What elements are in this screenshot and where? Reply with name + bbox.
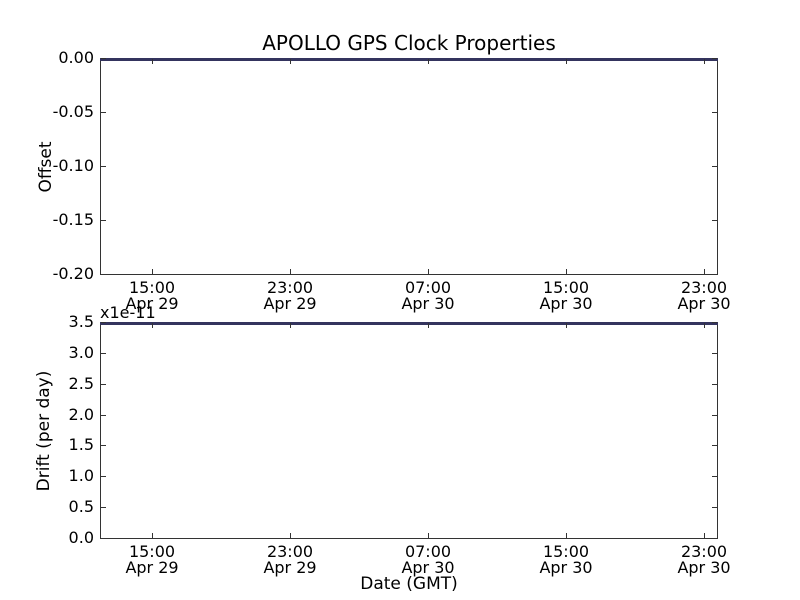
y-tick-mark [712,274,717,275]
y-tick-mark [101,274,106,275]
x-axis-label-date: Date (GMT) [360,574,458,594]
x-tick-mark [566,59,567,64]
y-tick-mark [712,166,717,167]
y-tick-mark [101,445,106,446]
x-tick-mark [290,59,291,64]
x-tick-date: Apr 29 [125,294,179,313]
x-tick-mark [566,533,567,538]
x-tick-date: Apr 29 [263,294,317,313]
y-tick-mark [101,166,106,167]
y-tick-mark [101,476,106,477]
x-tick-time: 15:00 [542,278,590,297]
x-tick-date: Apr 30 [677,558,731,577]
y-tick-label: -0.15 [52,210,94,229]
x-tick-label: 23:00 Apr 29 [235,544,345,576]
y-tick-mark [712,476,717,477]
y-tick-mark [101,507,106,508]
x-tick-date: Apr 29 [263,558,317,577]
x-tick-date: Apr 29 [125,558,179,577]
drift-plot-area [100,322,718,539]
x-tick-label: 23:00 Apr 30 [649,544,759,576]
drift-series-line [100,322,718,325]
y-tick-label: 2.0 [68,405,94,424]
y-tick-mark [712,415,717,416]
y-tick-mark [712,353,717,354]
y-tick-mark [101,415,106,416]
y-tick-mark [101,58,106,59]
x-tick-mark [290,269,291,274]
y-tick-mark [101,538,106,539]
y-tick-label: -0.20 [52,264,94,283]
x-tick-mark [566,269,567,274]
x-tick-date: Apr 30 [539,558,593,577]
x-tick-mark [290,323,291,328]
x-tick-label: 07:00 Apr 30 [373,544,483,576]
x-tick-mark [152,269,153,274]
x-tick-mark [152,323,153,328]
x-tick-date: Apr 30 [539,294,593,313]
y-tick-mark [712,58,717,59]
offset-series-line [100,58,718,61]
x-tick-label: 15:00 Apr 29 [97,280,207,312]
y-tick-mark [712,384,717,385]
y-axis-multiplier-text: x1e-11 [100,303,156,322]
x-tick-date: Apr 30 [401,294,455,313]
y-tick-label: 0.5 [68,497,94,516]
y-tick-mark [712,507,717,508]
y-tick-label: 1.0 [68,466,94,485]
y-tick-label: -0.10 [52,156,94,175]
x-tick-mark [428,59,429,64]
y-tick-mark [712,538,717,539]
x-tick-mark [152,533,153,538]
x-tick-mark [566,323,567,328]
x-tick-mark [428,323,429,328]
y-tick-label: 1.5 [68,435,94,454]
x-tick-time: 15:00 [128,542,176,561]
y-tick-mark [712,112,717,113]
x-tick-time: 23:00 [680,278,728,297]
x-tick-mark [704,59,705,64]
x-tick-mark [428,269,429,274]
offset-plot-area [100,58,718,275]
y-tick-mark [101,220,106,221]
y-tick-mark [712,322,717,323]
x-tick-time: 07:00 [404,278,452,297]
x-tick-label: 23:00 Apr 30 [649,280,759,312]
x-tick-label: 07:00 Apr 30 [373,280,483,312]
y-tick-label: 3.5 [68,312,94,331]
x-tick-label: 23:00 Apr 29 [235,280,345,312]
y-tick-label: 0.00 [58,48,94,67]
y-tick-mark [101,384,106,385]
y-tick-label: 3.0 [68,343,94,362]
y-tick-mark [712,445,717,446]
x-tick-label: 15:00 Apr 30 [511,280,621,312]
x-tick-time: 23:00 [266,278,314,297]
x-tick-mark [290,533,291,538]
x-tick-mark [704,269,705,274]
y-tick-mark [101,353,106,354]
y-tick-mark [101,112,106,113]
x-tick-date: Apr 30 [677,294,731,313]
x-tick-mark [152,59,153,64]
x-tick-label: 15:00 Apr 29 [97,544,207,576]
x-tick-label: 15:00 Apr 30 [511,544,621,576]
x-tick-time: 15:00 [128,278,176,297]
y-tick-label: -0.05 [52,102,94,121]
x-tick-time: 07:00 [404,542,452,561]
chart-title: APOLLO GPS Clock Properties [262,31,556,55]
x-tick-time: 23:00 [266,542,314,561]
x-tick-time: 15:00 [542,542,590,561]
x-tick-time: 23:00 [680,542,728,561]
y-tick-label: 0.0 [68,528,94,547]
x-tick-mark [704,533,705,538]
y-tick-mark [101,322,106,323]
y-tick-label: 2.5 [68,374,94,393]
x-tick-date: Apr 30 [401,558,455,577]
x-tick-mark [704,323,705,328]
y-tick-mark [712,220,717,221]
x-tick-mark [428,533,429,538]
